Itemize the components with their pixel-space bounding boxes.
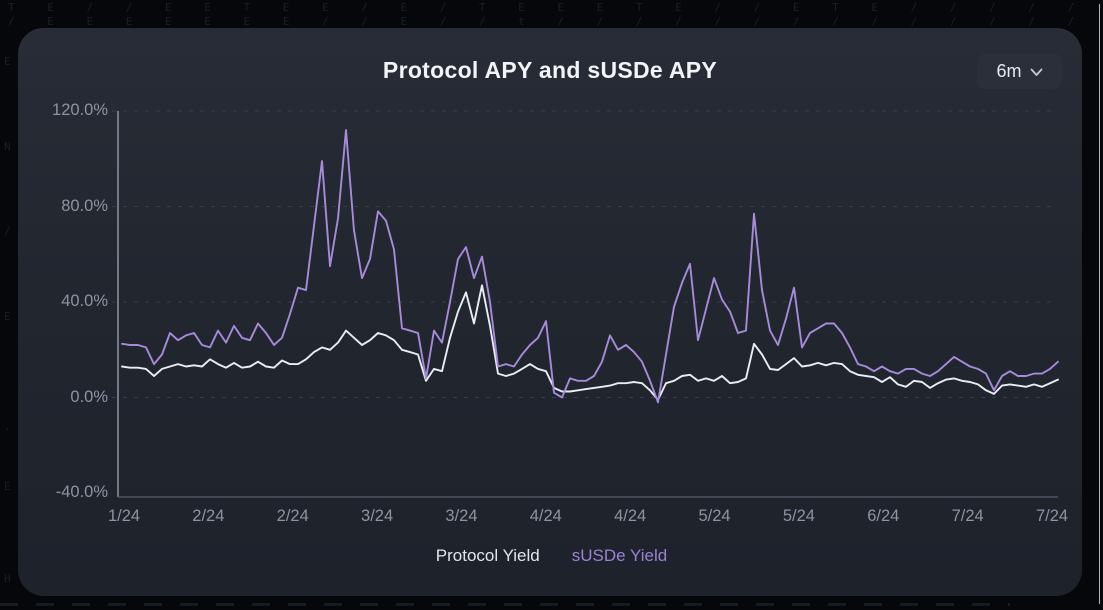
- chart-title: Protocol APY and sUSDe APY: [382, 57, 718, 83]
- bottom-dash-texture: [0, 603, 1010, 606]
- chart-legend: Protocol Yield sUSDe Yield: [0, 546, 1103, 566]
- background-glyph: E: [4, 55, 11, 68]
- background-glyph: E: [4, 310, 11, 323]
- background-glyph-row: T E / / E E T E E / E / T E E E T E / / …: [8, 1, 1103, 14]
- background-glyph: .: [4, 420, 11, 433]
- legend-item-protocol-yield[interactable]: Protocol Yield: [435, 546, 540, 565]
- chevron-down-icon: [1030, 68, 1042, 76]
- background-glyph: /: [4, 225, 11, 238]
- chart-card: Protocol APY and sUSDe APY 6m: [18, 28, 1082, 596]
- background-glyph: E: [4, 480, 11, 493]
- background-glyph: H: [4, 572, 11, 585]
- time-range-select[interactable]: 6m: [977, 53, 1062, 89]
- background-glyph: N: [4, 140, 11, 153]
- right-edge-line: [1099, 4, 1100, 604]
- legend-item-susde-yield[interactable]: sUSDe Yield: [571, 546, 668, 565]
- background-glyph-row: / E E E E E E E / / E / / t / / / / / / …: [8, 15, 1103, 28]
- time-range-value: 6m: [996, 60, 1022, 81]
